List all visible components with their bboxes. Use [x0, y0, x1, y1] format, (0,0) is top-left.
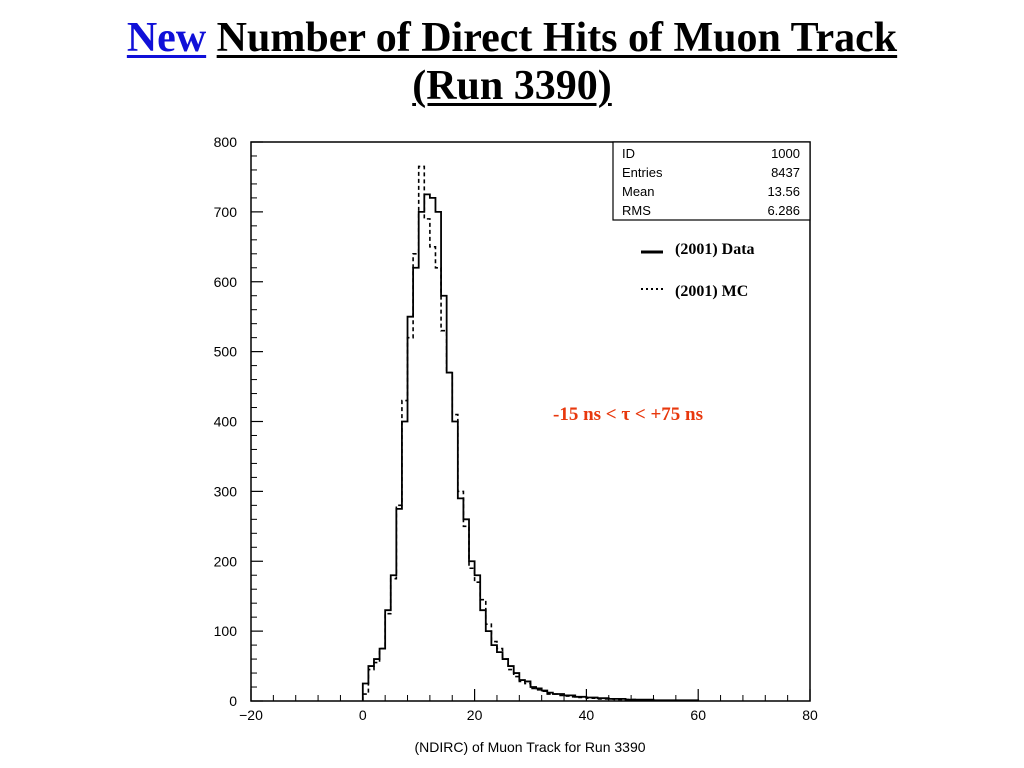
y-tick-label: 800 — [214, 134, 238, 150]
plot-frame — [250, 141, 811, 702]
stats-label: Mean — [622, 184, 655, 199]
stats-value: 8437 — [771, 165, 800, 180]
x-tick-label: 40 — [579, 707, 595, 723]
y-tick-label: 700 — [214, 204, 238, 220]
stats-value: 13.56 — [767, 184, 800, 199]
stats-value: 6.286 — [767, 203, 800, 218]
time-window-annotation: -15 ns < τ < +75 ns — [553, 404, 703, 425]
y-tick-label: 100 — [214, 623, 238, 639]
series-mc-line — [362, 165, 699, 702]
x-axis-label: (NDIRC) of Muon Track for Run 3390 — [414, 739, 645, 755]
x-tick-label: 20 — [467, 707, 483, 723]
x-tick-label: 80 — [802, 707, 818, 723]
x-tick-label: −20 — [239, 707, 263, 723]
y-tick-label: 0 — [229, 693, 237, 709]
legend-label-mc: (2001) MC — [675, 283, 748, 300]
y-axis: 0 100 200 300 400 500 600 700 800 — [214, 134, 263, 709]
slide-title: New Number of Direct Hits of Muon Track … — [0, 14, 1024, 110]
x-tick-label: 0 — [359, 707, 367, 723]
y-tick-label: 300 — [214, 483, 238, 499]
stats-label: Entries — [622, 165, 663, 180]
y-tick-label: 400 — [214, 414, 238, 430]
title-highlight: New — [126, 15, 207, 61]
title-main: Number of Direct Hits of Muon Track — [216, 15, 898, 61]
y-tick-label: 200 — [214, 553, 238, 569]
x-axis: −20 0 20 40 60 80 — [239, 689, 818, 723]
stats-label: RMS — [622, 203, 651, 218]
x-tick-label: 60 — [690, 707, 706, 723]
legend: (2001) Data (2001) MC — [641, 241, 755, 300]
legend-label-data: (2001) Data — [675, 241, 755, 258]
stats-value: 1000 — [771, 146, 800, 161]
histogram-series — [361, 165, 700, 702]
series-data-line — [361, 193, 700, 702]
y-tick-label: 500 — [214, 344, 238, 360]
stats-box: ID 1000 Entries 8437 Mean 13.56 RMS 6.286 — [612, 141, 811, 221]
title-line2: (Run 3390) — [412, 63, 612, 109]
y-tick-label: 600 — [214, 274, 238, 290]
stats-label: ID — [622, 146, 635, 161]
